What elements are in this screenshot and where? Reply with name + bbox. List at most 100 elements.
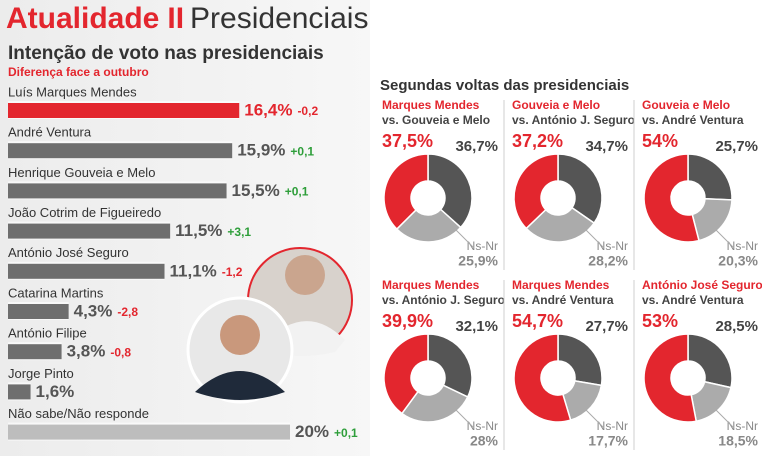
- chart-subtitle: Diferença face a outubro: [8, 65, 149, 79]
- ns-label: Ns-Nr: [597, 239, 628, 253]
- value-label: 20%: [295, 422, 329, 441]
- value-label: 28%: [470, 433, 499, 449]
- value-label: 39,9%: [382, 311, 433, 331]
- change-label: -0,8: [110, 345, 131, 359]
- change-label: +0,1: [334, 426, 358, 440]
- value-label: 54,7%: [512, 311, 563, 331]
- leader: [715, 229, 734, 248]
- value-label: 25,9%: [458, 253, 498, 269]
- chart-title: Intenção de voto nas presidenciais: [8, 43, 324, 64]
- ns-label: Ns-Nr: [467, 239, 498, 253]
- value-label: 28,2%: [588, 253, 628, 269]
- bar: [8, 183, 227, 199]
- value-label: 25,7%: [715, 138, 758, 155]
- category-label: João Cotrim de Figueiredo: [8, 205, 161, 220]
- value-label: 16,4%: [244, 100, 292, 119]
- donut-segment: [427, 333, 473, 398]
- category-label: Não sabe/Não responde: [8, 406, 149, 421]
- change-label: +3,1: [227, 225, 251, 239]
- bar: [8, 384, 31, 400]
- separator: II: [167, 2, 184, 35]
- leader: [455, 229, 474, 248]
- value-label: 36,7%: [455, 138, 498, 155]
- donut-subtitle: vs. António J. Seguro: [382, 293, 505, 307]
- donut-title: Gouveia e Melo: [642, 98, 730, 112]
- donut-subtitle: vs. André Ventura: [642, 293, 744, 307]
- donut-segment: [400, 384, 469, 423]
- donut-subtitle: vs. António J. Seguro: [512, 113, 635, 127]
- change-label: -1,2: [222, 265, 243, 279]
- ns-label: Ns-Nr: [597, 419, 628, 433]
- leader: [585, 229, 604, 248]
- value-label: 37,5%: [382, 131, 433, 151]
- category-label: Catarina Martins: [8, 285, 104, 300]
- leader: [715, 409, 734, 428]
- donut-segment: [643, 153, 700, 243]
- runoff-title: Segundas voltas das presidenciais: [380, 77, 629, 94]
- change-label: -0,2: [297, 104, 318, 118]
- value-label: 20,3%: [718, 253, 758, 269]
- category-label: André Ventura: [8, 125, 92, 140]
- bar: [8, 143, 233, 159]
- value-label: 54%: [642, 131, 678, 151]
- value-label: 11,5%: [175, 221, 222, 240]
- header: Atualidade II Presidenciais: [6, 2, 368, 35]
- value-label: 28,5%: [715, 318, 758, 335]
- donut-title: Marques Mendes: [382, 278, 480, 292]
- category-label: António Filipe: [8, 326, 87, 341]
- change-label: +0,1: [285, 185, 309, 199]
- value-label: 37,2%: [512, 131, 563, 151]
- donut-segment: [687, 333, 733, 389]
- bar: [8, 263, 165, 279]
- leader: [455, 409, 474, 428]
- change-label: -2,8: [117, 305, 138, 319]
- donut-segment: [427, 153, 473, 229]
- ns-label: Ns-Nr: [727, 239, 758, 253]
- category-label: Jorge Pinto: [8, 366, 74, 381]
- change-label: +0,1: [290, 144, 314, 158]
- value-label: 27,7%: [585, 318, 628, 335]
- ns-label: Ns-Nr: [727, 419, 758, 433]
- value-label: 32,1%: [455, 318, 498, 335]
- bar: [8, 424, 290, 440]
- value-label: 17,7%: [588, 433, 628, 449]
- donut-title: Marques Mendes: [382, 98, 480, 112]
- donut-segment: [687, 153, 733, 201]
- donut-segment: [383, 333, 429, 415]
- value-label: 3,8%: [67, 342, 106, 361]
- value-label: 34,7%: [585, 138, 628, 155]
- photo-2: [186, 296, 294, 404]
- donut-segment: [643, 333, 698, 423]
- donut-title: Marques Mendes: [512, 278, 610, 292]
- donut-segment: [557, 153, 603, 225]
- category-label: António José Seguro: [8, 245, 129, 260]
- value-label: 15,5%: [232, 181, 280, 200]
- donut-title: António José Seguro: [642, 278, 762, 292]
- section: Atualidade: [6, 2, 159, 35]
- category-label: Luís Marques Mendes: [8, 84, 137, 99]
- bar: [8, 103, 240, 118]
- value-label: 18,5%: [718, 433, 758, 449]
- value-label: 11,1%: [170, 261, 217, 280]
- donut-title: Gouveia e Melo: [512, 98, 600, 112]
- bar: [8, 344, 62, 360]
- donut-segment: [513, 153, 559, 230]
- donut-segment: [383, 153, 429, 231]
- value-label: 1,6%: [36, 382, 75, 401]
- donut-subtitle: vs. André Ventura: [642, 113, 744, 127]
- category-label: Henrique Gouveia e Melo: [8, 165, 155, 180]
- value-label: 4,3%: [74, 301, 113, 320]
- ns-label: Ns-Nr: [467, 419, 498, 433]
- bar: [8, 223, 171, 239]
- bar: [8, 304, 69, 319]
- donut-segment: [513, 333, 572, 423]
- leader: [585, 409, 604, 428]
- donut-segment: [557, 333, 603, 387]
- value-label: 53%: [642, 311, 678, 331]
- value-label: 15,9%: [237, 141, 285, 160]
- topic: Presidenciais: [190, 2, 368, 35]
- donut-segment: [525, 206, 596, 243]
- donut-subtitle: vs. André Ventura: [512, 293, 614, 307]
